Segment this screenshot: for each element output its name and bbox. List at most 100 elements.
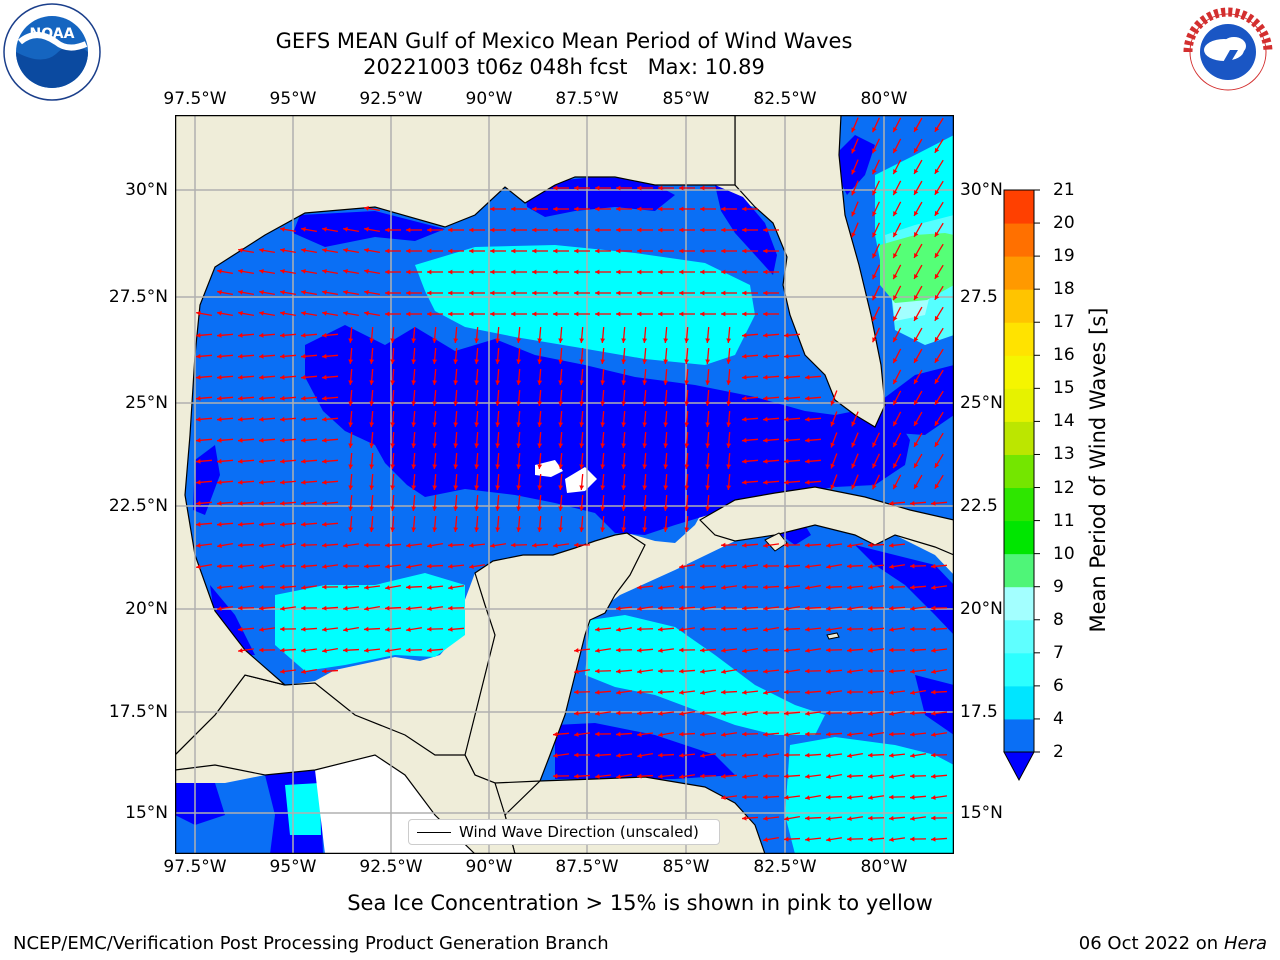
wind-arrow-head bbox=[914, 357, 919, 363]
wind-arrow-head bbox=[390, 359, 396, 364]
wind-arrow-head bbox=[621, 422, 627, 427]
wind-arrow-head bbox=[934, 273, 940, 279]
wind-arrow-head bbox=[642, 401, 648, 406]
wind-arrow-head bbox=[851, 211, 856, 217]
colorbar-segment bbox=[1004, 718, 1034, 753]
wind-arrow-head bbox=[658, 732, 663, 737]
wind-arrow-head bbox=[721, 585, 726, 590]
wind-arrow-head bbox=[910, 836, 915, 842]
wind-arrow-head bbox=[348, 485, 354, 490]
wind-arrow-head bbox=[851, 190, 856, 196]
wind-arrow-head bbox=[721, 669, 726, 674]
wind-arrow-head bbox=[826, 584, 831, 590]
wind-arrow-head bbox=[934, 315, 940, 321]
wind-arrow-head bbox=[805, 395, 810, 401]
wind-arrow-head bbox=[763, 395, 768, 401]
wind-arrow-head bbox=[322, 374, 327, 380]
map-frame bbox=[175, 115, 954, 854]
wind-arrow-head bbox=[579, 485, 585, 490]
colorbar-segment bbox=[1004, 190, 1034, 224]
wind-arrow-head bbox=[914, 399, 919, 405]
wind-arrow-head bbox=[679, 605, 684, 611]
wind-arrow-head bbox=[259, 248, 264, 253]
wind-arrow-head bbox=[931, 500, 936, 506]
wind-arrow-head bbox=[805, 795, 810, 800]
wind-arrow-head bbox=[616, 206, 621, 212]
wind-arrow-head bbox=[217, 479, 222, 485]
wind-arrow-head bbox=[280, 521, 285, 527]
graticule bbox=[175, 115, 954, 854]
wind-arrow-head bbox=[495, 527, 501, 532]
nws-logo bbox=[1180, 4, 1276, 100]
wind-arrow-head bbox=[432, 338, 438, 343]
wind-arrow-head bbox=[742, 332, 747, 338]
lon-tick-bottom: 95°W bbox=[269, 857, 317, 877]
wind-arrow-head bbox=[427, 248, 432, 254]
wind-arrow-head bbox=[406, 290, 411, 296]
figure-title-line1: GEFS MEAN Gulf of Mexico Mean Period of … bbox=[275, 29, 853, 53]
wind-arrow-head bbox=[637, 753, 642, 758]
wind-arrow-head bbox=[348, 422, 354, 427]
wind-arrow-head bbox=[238, 500, 243, 506]
wind-arrow-head bbox=[893, 211, 898, 217]
colorbar-segment bbox=[1004, 652, 1034, 687]
colorbar-tick-label: 8 bbox=[1053, 609, 1064, 630]
wind-arrow-head bbox=[663, 401, 669, 406]
wind-arrow-head bbox=[495, 380, 501, 385]
colorbar-tick-label: 9 bbox=[1053, 576, 1064, 597]
wind-arrow-head bbox=[238, 563, 243, 569]
wind-arrow-head bbox=[742, 227, 747, 233]
wind-arrow-head bbox=[851, 169, 856, 175]
wind-arrow-head bbox=[558, 401, 564, 406]
wind-arrow-head bbox=[742, 648, 747, 653]
wind-arrow-head bbox=[238, 626, 243, 632]
wind-arrow-head bbox=[217, 395, 222, 401]
wind-arrow-head bbox=[705, 380, 711, 385]
wind-arrow-head bbox=[259, 479, 264, 485]
wind-arrow-head bbox=[621, 485, 627, 490]
wind-arrow-head bbox=[658, 227, 663, 233]
wind-arrow-head bbox=[893, 316, 898, 322]
wind-arrow-head bbox=[826, 731, 831, 737]
wind-arrow-head bbox=[872, 148, 877, 154]
wind-arrow-head bbox=[301, 416, 306, 422]
wind-arrow-head bbox=[784, 437, 789, 443]
wind-arrow-head bbox=[301, 227, 306, 232]
wind-arrow-head bbox=[742, 564, 747, 569]
wind-arrow-head bbox=[259, 290, 264, 295]
wind-arrow-head bbox=[238, 395, 243, 401]
wind-arrow-head bbox=[826, 837, 831, 842]
wind-arrow-head bbox=[679, 731, 684, 737]
colorbar-segment bbox=[1004, 487, 1034, 522]
noaa-logo-text: NOAA bbox=[30, 26, 75, 42]
wind-arrow-head bbox=[721, 689, 726, 695]
wind-arrow-head bbox=[847, 563, 852, 569]
wind-arrow-head bbox=[721, 542, 726, 548]
wind-arrow-head bbox=[910, 753, 915, 758]
wind-arrow-head bbox=[705, 506, 711, 511]
wind-arrow-head bbox=[679, 227, 684, 233]
wind-arrow-head bbox=[872, 190, 877, 196]
sea-ice-note: Sea Ice Concentration > 15% is shown in … bbox=[347, 891, 933, 915]
wind-arrow-head bbox=[595, 311, 600, 317]
wind-arrow-head bbox=[406, 248, 411, 254]
wind-arrow-head bbox=[893, 274, 898, 280]
wind-arrow-head bbox=[679, 627, 684, 632]
wind-arrow-head bbox=[784, 732, 789, 737]
wind-arrow-head bbox=[432, 506, 438, 511]
wind-arrow-head bbox=[537, 380, 543, 385]
wind-arrow-head bbox=[532, 269, 537, 275]
wind-arrow-head bbox=[490, 543, 495, 548]
wind-arrow-head bbox=[574, 290, 579, 296]
wind-arrow-head bbox=[931, 585, 936, 590]
wind-arrow-head bbox=[574, 185, 579, 191]
wind-arrow-head bbox=[872, 337, 877, 343]
wind-arrow-head bbox=[805, 416, 810, 422]
wind-arrow-head bbox=[931, 773, 936, 779]
wind-arrow-head bbox=[616, 774, 621, 779]
wind-arrow-head bbox=[763, 269, 768, 275]
wind-arrow-head bbox=[893, 127, 898, 133]
colorbar-segment bbox=[1004, 685, 1034, 720]
wind-arrow-head bbox=[658, 585, 663, 590]
wind-arrow-head bbox=[872, 484, 877, 490]
